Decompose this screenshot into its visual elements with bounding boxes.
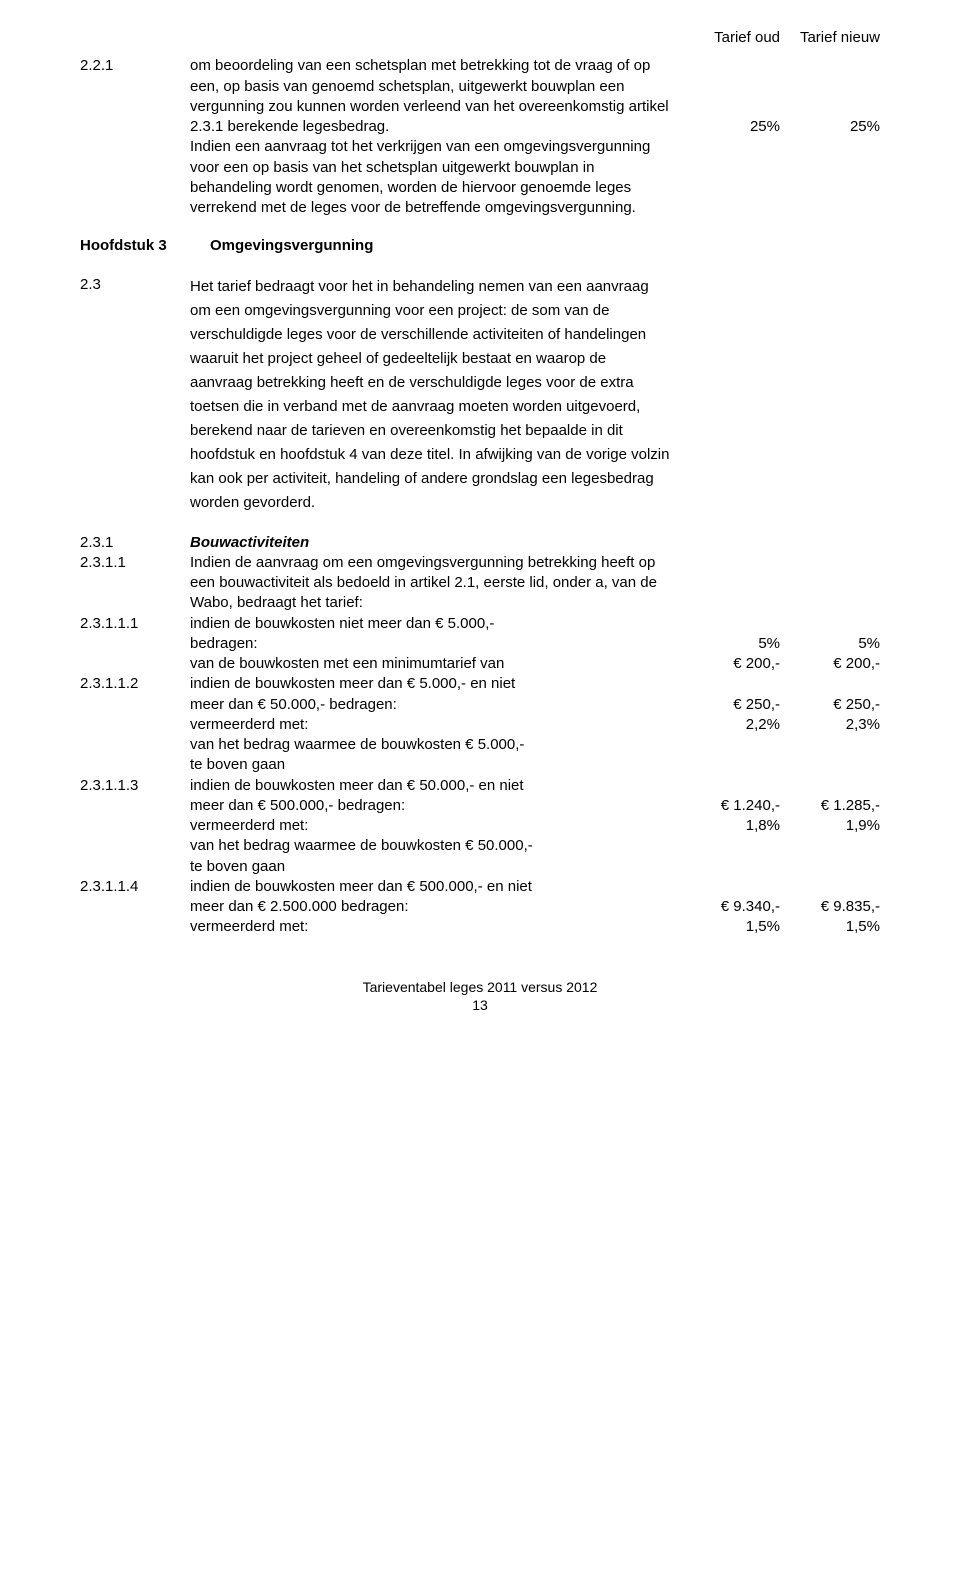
page-footer: Tarieventabel leges 2011 versus 2012 13	[80, 978, 880, 1016]
value-old: 1,8%	[680, 816, 780, 836]
value-new: 1,9%	[780, 816, 880, 836]
entry-2-2-1: 2.2.1 om beoordeling van een schetsplan …	[80, 56, 880, 218]
entry-line: bedragen:	[190, 634, 680, 654]
entry-line: vermeerderd met:	[190, 715, 680, 735]
value-old: € 9.340,-	[680, 897, 780, 917]
entry-2-3-1-1-2: 2.3.1.1.2 indien de bouwkosten meer dan …	[80, 674, 880, 775]
entry-text: Indien de aanvraag om een omgevingsvergu…	[190, 553, 680, 614]
value-old: 2,2%	[680, 715, 780, 735]
entry-line: meer dan € 2.500.000 bedragen:	[190, 897, 680, 917]
entry-id: 2.3.1.1.4	[80, 877, 190, 897]
value-old: € 200,-	[680, 654, 780, 674]
entry-id: 2.3.1.1.2	[80, 674, 190, 694]
entry-id: 2.3.1	[80, 533, 190, 553]
value-old: 5%	[680, 634, 780, 654]
page-number: 13	[80, 996, 880, 1015]
entry-line: te boven gaan	[190, 755, 680, 775]
entry-line: vermeerderd met:	[190, 816, 680, 836]
entry-line: indien de bouwkosten meer dan € 50.000,-…	[190, 776, 680, 796]
value-old: 25%	[750, 117, 780, 137]
entry-id: 2.3.1.1.3	[80, 776, 190, 796]
entry-line: meer dan € 500.000,- bedragen:	[190, 796, 680, 816]
entry-line: indien de bouwkosten meer dan € 5.000,- …	[190, 674, 680, 694]
value-old: € 1.240,-	[680, 796, 780, 816]
entry-line: indien de bouwkosten niet meer dan € 5.0…	[190, 614, 680, 634]
value-new: € 250,-	[780, 695, 880, 715]
value-new: 1,5%	[780, 917, 880, 937]
entry-text-2: Indien een aanvraag tot het verkrijgen v…	[190, 138, 650, 216]
value-new: 5%	[780, 634, 880, 654]
value-new: 2,3%	[780, 715, 880, 735]
col-old-header: Tarief oud	[680, 28, 780, 48]
entry-2-3-1-1: 2.3.1.1 Indien de aanvraag om een omgevi…	[80, 553, 880, 614]
col-new-header: Tarief nieuw	[780, 28, 880, 48]
entry-title: Bouwactiviteiten	[190, 533, 680, 553]
entry-2-3-1-1-1: 2.3.1.1.1 indien de bouwkosten niet meer…	[80, 614, 880, 675]
value-new: € 1.285,-	[780, 796, 880, 816]
entry-id: 2.2.1	[80, 56, 190, 137]
entry-line: vermeerderd met:	[190, 917, 680, 937]
value-new: € 200,-	[780, 654, 880, 674]
chapter-id: Hoofdstuk 3	[80, 236, 210, 256]
entry-text: om beoordeling van een schetsplan met be…	[190, 57, 669, 135]
entry-id: 2.3	[80, 275, 190, 515]
value-old: € 250,-	[680, 695, 780, 715]
value-new: 25%	[850, 117, 880, 137]
value-old: 1,5%	[680, 917, 780, 937]
entry-2-3-1-1-4: 2.3.1.1.4 indien de bouwkosten meer dan …	[80, 877, 880, 938]
entry-2-3-1: 2.3.1 Bouwactiviteiten	[80, 533, 880, 553]
entry-id: 2.3.1.1.1	[80, 614, 190, 634]
entry-id: 2.3.1.1	[80, 553, 190, 614]
tariff-header: Tarief oud Tarief nieuw	[80, 28, 880, 48]
entry-line: indien de bouwkosten meer dan € 500.000,…	[190, 877, 680, 897]
entry-line: van de bouwkosten met een minimumtarief …	[190, 654, 680, 674]
entry-text: Het tarief bedraagt voor het in behandel…	[190, 278, 669, 511]
chapter-title: Omgevingsvergunning	[210, 236, 880, 256]
entry-line: te boven gaan	[190, 857, 680, 877]
entry-line: meer dan € 50.000,- bedragen:	[190, 695, 680, 715]
chapter-3-heading: Hoofdstuk 3 Omgevingsvergunning	[80, 236, 880, 256]
entry-line: van het bedrag waarmee de bouwkosten € 5…	[190, 836, 680, 856]
value-new: € 9.835,-	[780, 897, 880, 917]
entry-line: van het bedrag waarmee de bouwkosten € 5…	[190, 735, 680, 755]
entry-2-3-1-1-3: 2.3.1.1.3 indien de bouwkosten meer dan …	[80, 776, 880, 877]
entry-2-3: 2.3 Het tarief bedraagt voor het in beha…	[80, 275, 880, 515]
footer-title: Tarieventabel leges 2011 versus 2012	[80, 978, 880, 997]
